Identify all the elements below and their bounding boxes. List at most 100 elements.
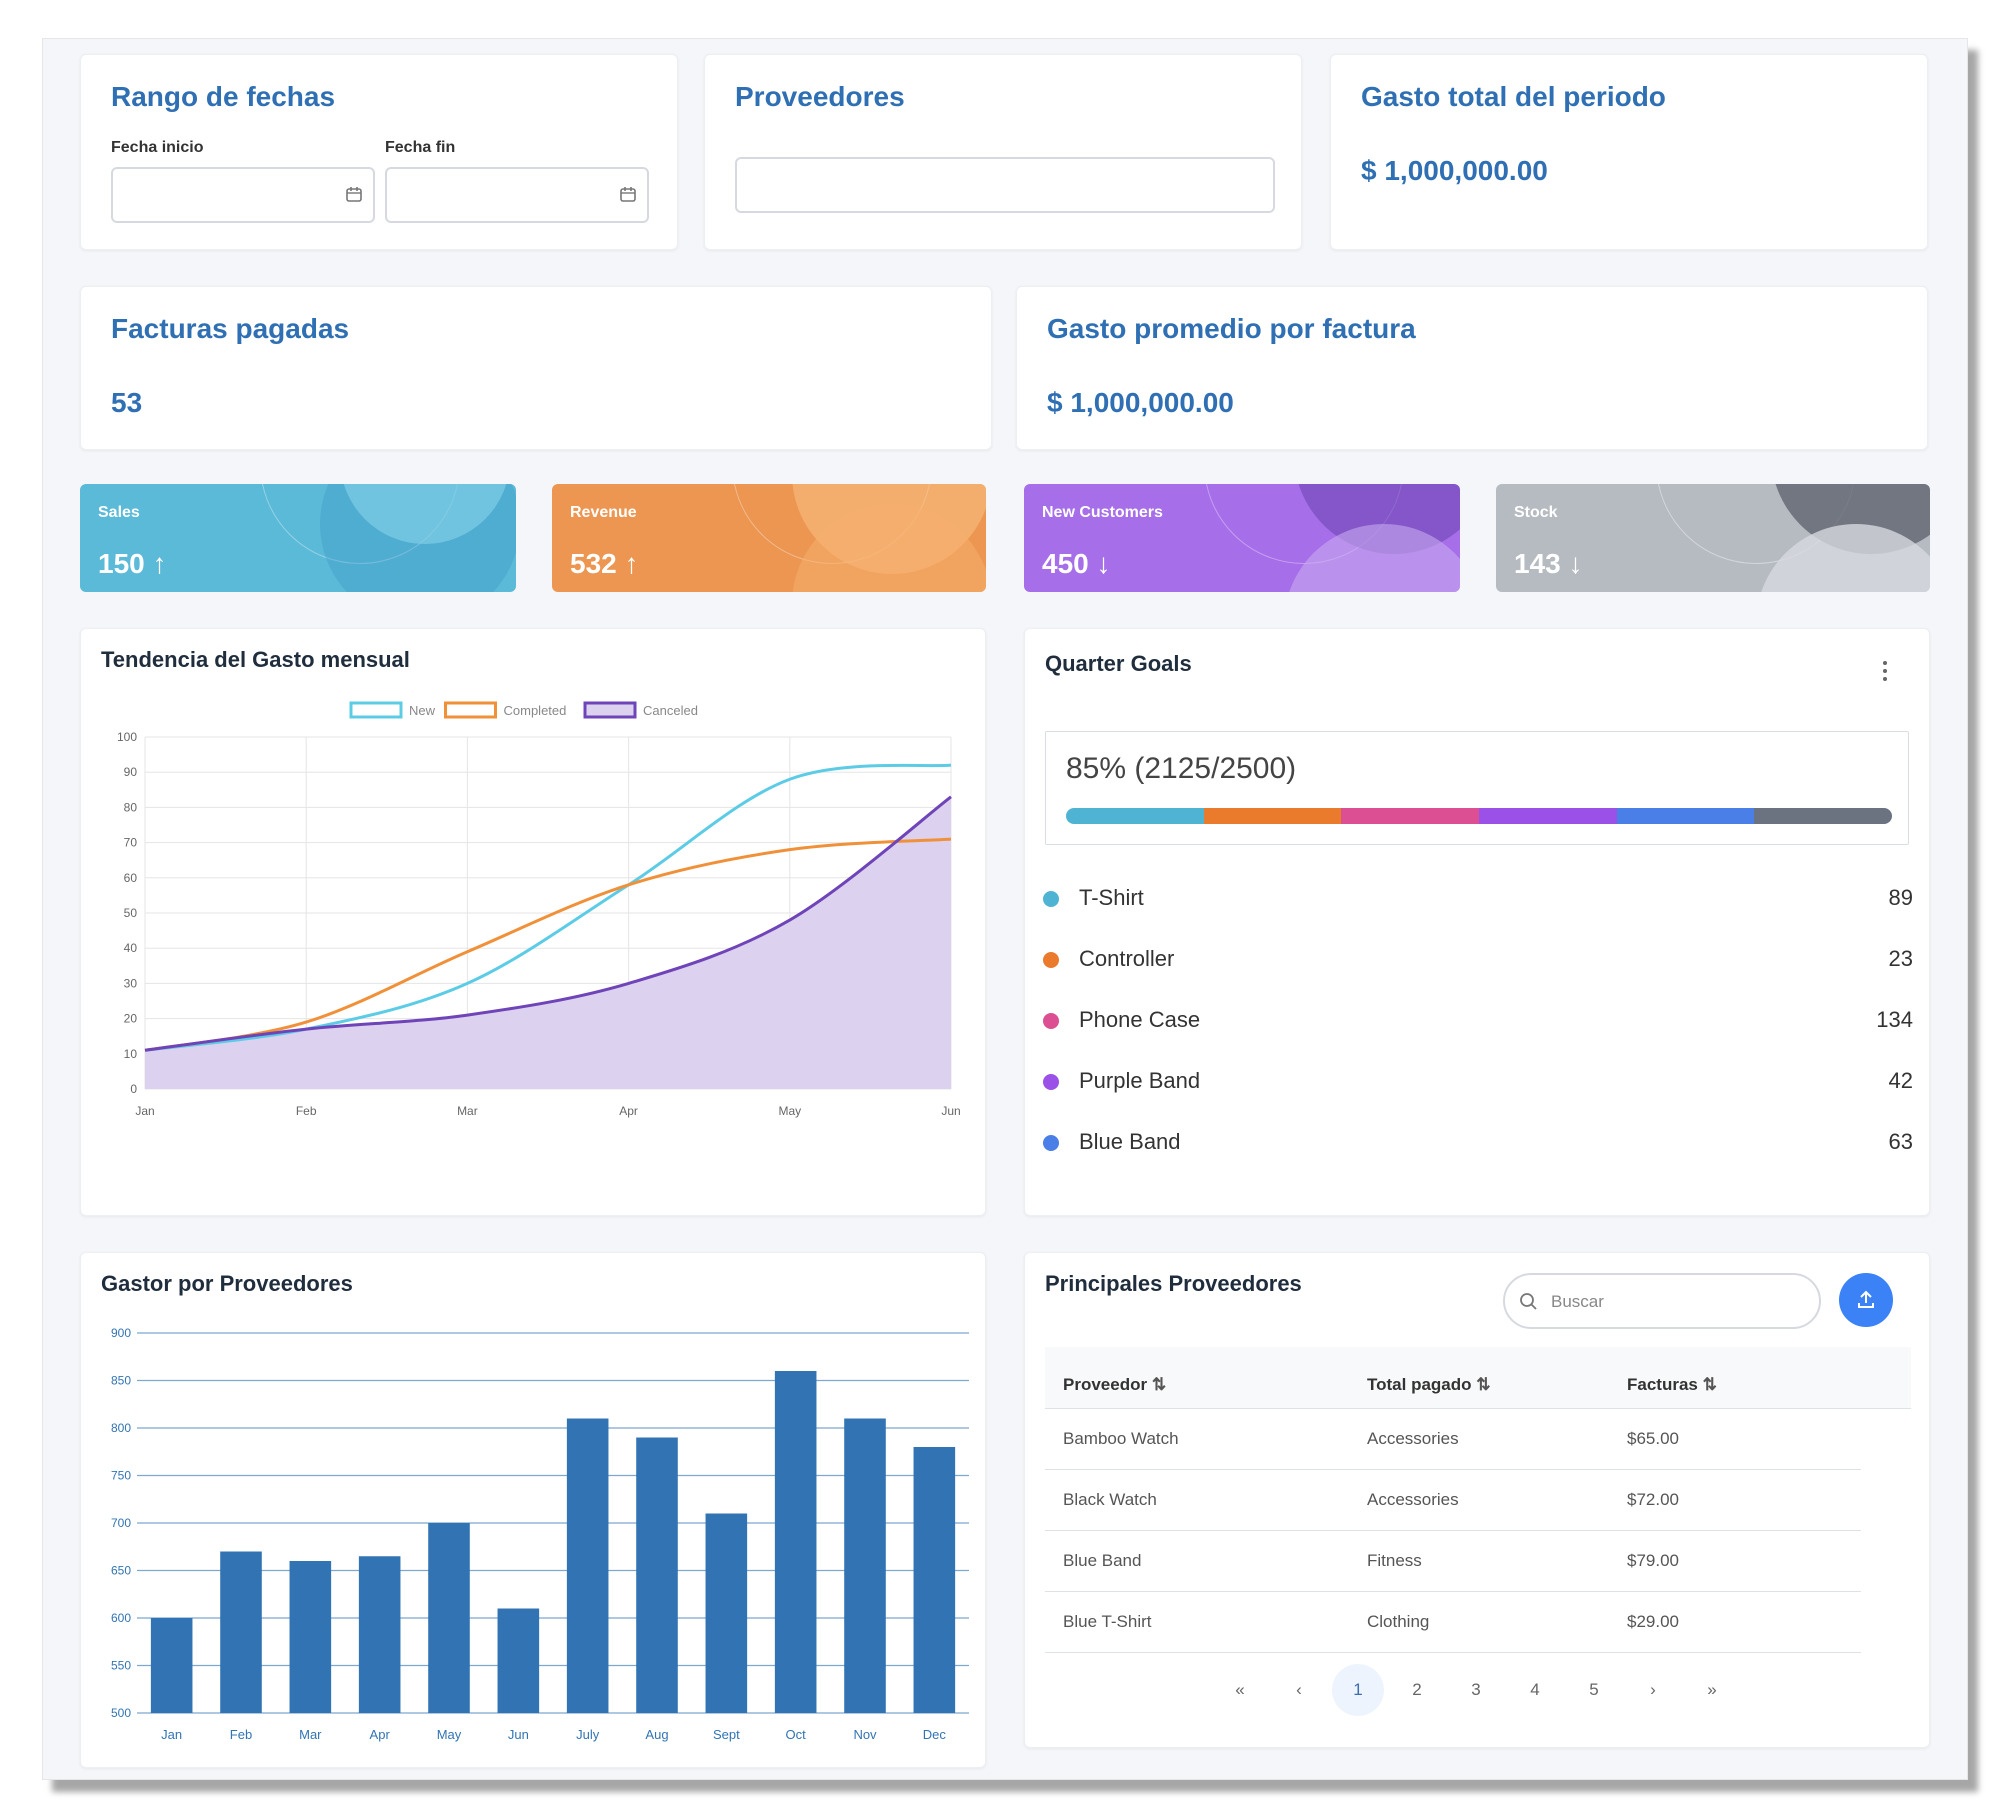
sort-icon[interactable]: ⇅: [1151, 1375, 1167, 1394]
goal-item-name: Phone Case: [1079, 1007, 1201, 1032]
kpi-sales[interactable]: Sales 150 ↑: [80, 484, 516, 592]
table-cell: Fitness: [1367, 1551, 1422, 1570]
sort-icon[interactable]: ⇅: [1476, 1375, 1491, 1394]
table-row[interactable]: Bamboo Watch Accessories $65.00: [1045, 1409, 1861, 1470]
legend-label: Canceled: [643, 703, 698, 718]
legend-dot: [1043, 1013, 1059, 1029]
goal-item-count: 23: [1888, 946, 1913, 971]
goal-progress-segment: [1479, 808, 1617, 824]
y-tick-label: 750: [111, 1469, 131, 1483]
goal-item-name: Controller: [1079, 946, 1175, 971]
y-tick-label: 600: [111, 1611, 131, 1625]
page-button[interactable]: 3: [1471, 1680, 1481, 1699]
x-tick-label: Mar: [299, 1727, 322, 1742]
calendar-icon[interactable]: [345, 185, 363, 203]
column-header-facturas[interactable]: Facturas ⇅: [1627, 1375, 1717, 1394]
search-input[interactable]: Buscar: [1503, 1273, 1821, 1329]
x-tick-label: Mar: [457, 1104, 478, 1118]
goal-item: Phone Case 134: [1043, 1001, 1913, 1041]
line-chart: 0 10 20 30 40 50 60 70 80 90 100 Jan Feb Mar Apr May Jun…: [117, 701, 961, 1118]
vertical-dots-icon[interactable]: [1883, 661, 1889, 683]
kpi-label: Sales: [98, 504, 140, 521]
paid-invoices-value: 53: [111, 387, 143, 418]
kpi-label: Revenue: [570, 504, 637, 521]
legend-dot: [1043, 891, 1059, 907]
goal-progress-segment: [1066, 808, 1204, 824]
goal-item-count: 89: [1888, 885, 1913, 910]
end-date-input[interactable]: [385, 167, 649, 223]
kpi-stock[interactable]: Stock 143 ↓: [1496, 484, 1930, 592]
page-button[interactable]: 2: [1412, 1680, 1422, 1699]
bar: [289, 1561, 332, 1713]
prev-page-button[interactable]: ‹: [1296, 1680, 1302, 1699]
date-range-title: Rango de fechas: [111, 81, 336, 112]
calendar-icon[interactable]: [619, 185, 637, 203]
kpi-revenue[interactable]: Revenue 532 ↑: [552, 484, 986, 592]
first-page-button[interactable]: «: [1235, 1680, 1245, 1699]
table-header: Proveedor ⇅ Total pagado ⇅ Facturas ⇅: [1045, 1347, 1911, 1409]
y-tick-label: 0: [130, 1082, 137, 1096]
y-tick-label: 10: [124, 1047, 138, 1061]
y-tick-label: 100: [117, 730, 137, 744]
last-page-button[interactable]: »: [1707, 1680, 1717, 1699]
arrow-up-icon: ↑: [152, 548, 167, 579]
column-header-total-pagado[interactable]: Total pagado ⇅: [1367, 1375, 1491, 1394]
goal-item: T-Shirt 89: [1043, 879, 1913, 919]
quarter-goals-title: Quarter Goals: [1045, 651, 1192, 676]
x-tick-label: Nov: [853, 1727, 877, 1742]
y-tick-label: 80: [124, 800, 138, 814]
bar: [428, 1523, 470, 1713]
legend-dot: [1043, 1135, 1059, 1151]
next-page-button[interactable]: ›: [1650, 1680, 1656, 1699]
bar: [497, 1608, 540, 1713]
x-tick-label: Feb: [296, 1104, 317, 1118]
table-row[interactable]: Blue Band Fitness $79.00: [1045, 1531, 1861, 1592]
search-placeholder: Buscar: [1551, 1292, 1604, 1311]
start-date-input[interactable]: [111, 167, 375, 223]
y-tick-label: 40: [124, 941, 138, 955]
y-tick-label: 500: [111, 1706, 131, 1720]
upload-button[interactable]: [1839, 1273, 1893, 1327]
goal-item-count: 42: [1888, 1068, 1913, 1093]
total-spend-title: Gasto total del periodo: [1361, 81, 1666, 112]
column-header-proveedor[interactable]: Proveedor ⇅: [1063, 1375, 1167, 1394]
goal-item-count: 63: [1888, 1129, 1913, 1154]
goal-item-name: T-Shirt: [1079, 885, 1144, 910]
legend-swatch: [444, 701, 497, 719]
table-row[interactable]: Black Watch Accessories $72.00: [1045, 1470, 1861, 1531]
suppliers-select[interactable]: [735, 157, 1275, 213]
table-row[interactable]: Blue T-Shirt Clothing $29.00: [1045, 1592, 1861, 1653]
suppliers-table-title: Principales Proveedores: [1045, 1271, 1302, 1296]
search-icon: [1520, 1293, 1537, 1310]
x-tick-label: Dec: [923, 1727, 947, 1742]
kpi-value: 532: [570, 548, 617, 579]
series-line: [144, 837, 952, 1052]
page-button[interactable]: 4: [1530, 1680, 1540, 1699]
goal-progress-box: 85% (2125/2500): [1045, 731, 1909, 845]
trend-chart-card: Tendencia del Gasto mensual 0 10 20 30 40 50 6…: [80, 628, 986, 1216]
goal-progress-segment: [1754, 808, 1892, 824]
avg-spend-title: Gasto promedio por factura: [1047, 313, 1416, 344]
page-button[interactable]: 1: [1332, 1664, 1384, 1716]
kpi-value: 143: [1514, 548, 1561, 579]
x-tick-label: Oct: [786, 1727, 807, 1742]
bar-chart-title: Gastor por Proveedores: [101, 1271, 353, 1296]
table-cell: Clothing: [1367, 1612, 1430, 1631]
table-cell: Accessories: [1367, 1490, 1459, 1509]
sort-icon[interactable]: ⇅: [1702, 1375, 1717, 1394]
legend-dot: [1043, 1074, 1059, 1090]
y-tick-label: 30: [124, 976, 138, 990]
table-cell: $29.00: [1627, 1612, 1679, 1631]
x-tick-label: Sept: [713, 1727, 740, 1742]
upload-icon: [1858, 1290, 1874, 1308]
goal-item: Controller 23: [1043, 940, 1913, 980]
arrow-down-icon: ↓: [1096, 548, 1111, 579]
page-button[interactable]: 5: [1589, 1680, 1599, 1699]
bar: [913, 1447, 956, 1713]
legend-label: Completed: [504, 703, 567, 718]
x-tick-label: Feb: [230, 1727, 252, 1742]
y-tick-label: 700: [111, 1516, 131, 1530]
kpi-new-customers[interactable]: New Customers 450 ↓: [1024, 484, 1460, 592]
start-date-label: Fecha inicio: [111, 139, 204, 156]
series-area: [145, 796, 951, 1089]
